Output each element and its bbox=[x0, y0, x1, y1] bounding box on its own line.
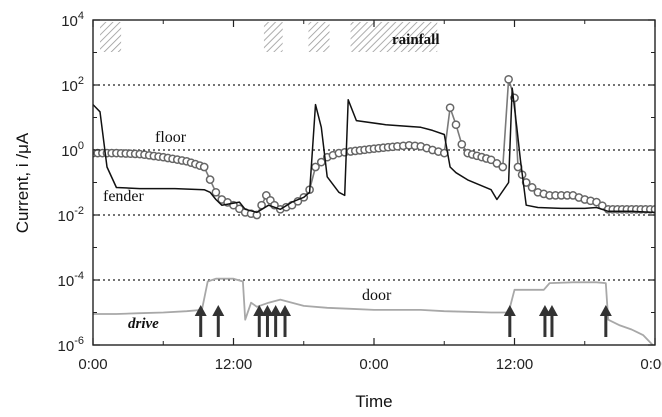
x-tick-label: 12:00 bbox=[496, 356, 534, 373]
drive-label: drive bbox=[128, 316, 159, 332]
floor-marker bbox=[498, 162, 508, 172]
rainfall-band bbox=[263, 22, 283, 52]
floor-marker bbox=[211, 187, 221, 197]
series-line-fender bbox=[93, 87, 655, 214]
x-axis-title: Time bbox=[355, 392, 392, 411]
drive-arrow bbox=[545, 305, 558, 337]
drive-arrow-head bbox=[261, 305, 274, 316]
door-label: door bbox=[362, 287, 392, 304]
drive-arrow bbox=[599, 305, 612, 337]
drive-arrow bbox=[279, 305, 292, 337]
drive-arrow-head bbox=[253, 305, 266, 316]
drive-arrow bbox=[269, 305, 282, 337]
drive-arrow-head bbox=[503, 305, 516, 316]
drive-event-arrows bbox=[194, 305, 612, 337]
y-tick-label: 10-6 bbox=[58, 335, 84, 355]
rainfall-periods bbox=[100, 22, 438, 52]
drive-arrow-head bbox=[269, 305, 282, 316]
drive-arrow bbox=[212, 305, 225, 337]
floor-label: floor bbox=[155, 129, 187, 146]
floor-marker bbox=[199, 162, 209, 172]
y-tick-label: 10-2 bbox=[58, 205, 84, 225]
rainfall-band bbox=[350, 22, 438, 52]
y-tick-label: 100 bbox=[61, 140, 84, 160]
floor-marker bbox=[451, 120, 461, 130]
drive-arrow-head bbox=[545, 305, 558, 316]
series-layer bbox=[93, 74, 655, 345]
drive-arrow bbox=[253, 305, 266, 337]
rainfall-band bbox=[308, 22, 330, 52]
floor-marker bbox=[445, 103, 455, 113]
floor-marker bbox=[252, 210, 262, 220]
y-tick-label: 104 bbox=[61, 10, 84, 30]
drive-arrow bbox=[261, 305, 274, 337]
y-tick-label: 102 bbox=[61, 75, 84, 95]
y-axis-title: Current, i /μA bbox=[13, 132, 32, 233]
fender-label: fender bbox=[103, 188, 145, 205]
drive-arrow-head bbox=[599, 305, 612, 316]
x-tick-label: 0:00 bbox=[78, 356, 107, 373]
x-tick-label: 0:00 bbox=[640, 356, 662, 373]
x-tick-label: 0:00 bbox=[359, 356, 388, 373]
rainfall-band bbox=[100, 22, 122, 52]
drive-arrow-head bbox=[212, 305, 225, 316]
y-tick-label: 10-4 bbox=[58, 270, 84, 290]
grid-lines bbox=[93, 84, 655, 281]
floor-marker bbox=[504, 74, 513, 84]
drive-arrow-head bbox=[279, 305, 292, 316]
drive-arrow bbox=[538, 305, 551, 337]
floor-marker bbox=[205, 175, 215, 184]
floor-marker bbox=[650, 204, 655, 214]
drive-arrow-head bbox=[194, 305, 207, 316]
series-line-door bbox=[93, 277, 654, 345]
floor-marker bbox=[527, 183, 537, 192]
floor-marker bbox=[457, 139, 467, 149]
drive-arrow bbox=[194, 305, 207, 337]
x-tick-label: 12:00 bbox=[215, 356, 253, 373]
rainfall-label: rainfall bbox=[392, 32, 440, 48]
axis-ticks: 10-6 10-4 10-2 100 102 104 0:00 12:00 0:00 12:00 0… bbox=[58, 10, 662, 373]
drive-arrow bbox=[503, 305, 516, 337]
